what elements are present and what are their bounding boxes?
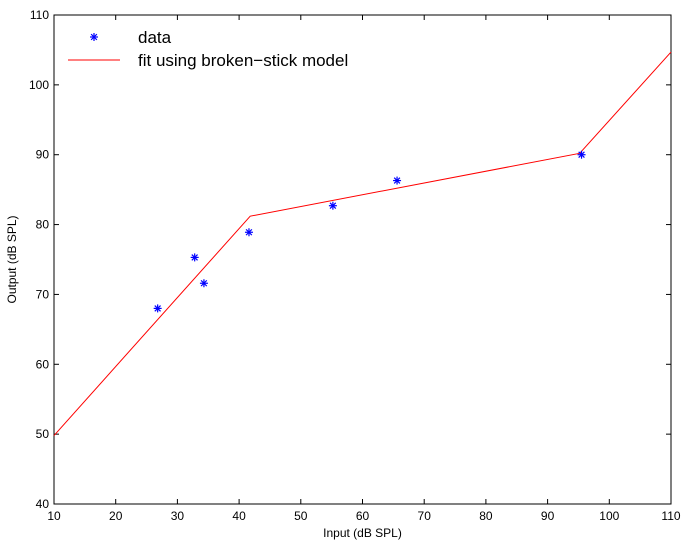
- data-point: [153, 304, 162, 313]
- legend: data fit using broken−stick model: [68, 28, 348, 70]
- x-tick-label: 110: [661, 509, 680, 523]
- x-tick-label: 90: [541, 509, 555, 523]
- x-tick-label: 80: [479, 509, 493, 523]
- data-point: [190, 253, 199, 262]
- y-tick-label: 90: [36, 148, 50, 162]
- x-tick-label: 60: [356, 509, 370, 523]
- data-point: [577, 150, 586, 159]
- data-point: [328, 201, 337, 210]
- legend-label: fit using broken−stick model: [138, 51, 348, 70]
- y-tick-label: 70: [36, 287, 50, 301]
- axis-ticks: 10 20 30 40 50 60 70 80 90 100 110 40 50 60 70 80 90 100 1…: [29, 8, 681, 523]
- plot-area: [53, 14, 672, 505]
- data-point: [244, 228, 253, 237]
- x-tick-label: 70: [418, 509, 432, 523]
- y-tick-label: 100: [29, 78, 49, 92]
- x-tick-label: 10: [47, 509, 61, 523]
- y-tick-label: 50: [36, 427, 50, 441]
- y-tick-label: 80: [36, 218, 50, 232]
- data-point: [199, 279, 208, 288]
- fit-line: [53, 51, 672, 436]
- data-point: [393, 176, 402, 185]
- y-tick-label: 110: [30, 8, 49, 22]
- x-axis-title: Input (dB SPL): [323, 526, 402, 540]
- series-layer: [53, 51, 672, 436]
- x-tick-label: 40: [232, 509, 246, 523]
- y-axis-title: Output (dB SPL): [5, 215, 19, 303]
- x-tick-label: 30: [171, 509, 185, 523]
- legend-marker: [90, 33, 98, 41]
- x-tick-label: 20: [109, 509, 123, 523]
- y-tick-label: 40: [36, 497, 50, 511]
- legend-label: data: [138, 28, 172, 47]
- y-tick-label: 60: [36, 357, 50, 371]
- x-tick-label: 50: [294, 509, 308, 523]
- x-tick-label: 100: [599, 509, 619, 523]
